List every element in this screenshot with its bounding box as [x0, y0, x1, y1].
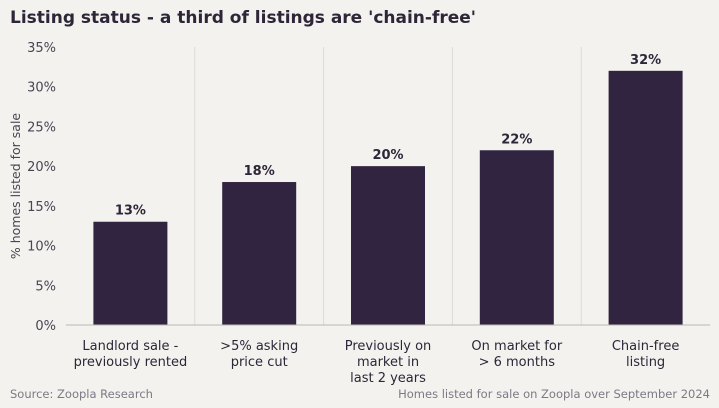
- x-tick-label-line: On market for: [471, 339, 562, 354]
- x-tick-label-line: listing: [626, 355, 665, 370]
- x-tick-label: Chain-free listing: [612, 339, 679, 370]
- bar: [93, 221, 168, 325]
- y-tick-label: 15%: [27, 200, 56, 215]
- data-label: 22%: [501, 132, 532, 147]
- x-tick-label: >5% asking price cut: [220, 339, 298, 370]
- y-tick-label: 25%: [27, 120, 56, 135]
- bar: [222, 182, 297, 325]
- data-label: 32%: [630, 53, 661, 68]
- y-tick-label: 10%: [27, 240, 56, 255]
- bar: [351, 166, 425, 325]
- chart-title: Listing status - a third of listings are…: [10, 8, 477, 28]
- y-tick-label: 30%: [27, 81, 56, 96]
- bar: [479, 150, 554, 325]
- source-note: Source: Zoopla Research: [10, 387, 153, 401]
- y-tick-label: 20%: [27, 160, 56, 175]
- x-tick-label-line: Chain-free: [612, 339, 679, 354]
- data-label: 13%: [115, 204, 146, 219]
- bar: [608, 70, 683, 325]
- x-tick-label: On market for > 6 months: [471, 339, 562, 370]
- x-tick-label-line: >5% asking: [220, 339, 298, 354]
- data-period-note: Homes listed for sale on Zoopla over Sep…: [398, 387, 710, 401]
- x-tick-label: Previously on market in last 2 years: [345, 339, 432, 386]
- y-tick-label: 5%: [35, 279, 56, 294]
- x-tick-label-line: Landlord sale -: [82, 339, 178, 354]
- x-tick-label-line: > 6 months: [479, 355, 556, 370]
- x-tick-label-line: last 2 years: [350, 371, 426, 386]
- data-label: 18%: [244, 164, 275, 179]
- y-axis-label: % homes listed for sale: [8, 113, 23, 260]
- x-tick-label-line: price cut: [231, 355, 288, 370]
- x-tick-label-line: previously rented: [74, 355, 188, 370]
- x-tick-label-line: market in: [357, 355, 419, 370]
- y-tick-label: 0%: [35, 319, 56, 334]
- x-tick-label-line: Previously on: [345, 339, 432, 354]
- y-tick-label: 35%: [27, 41, 56, 56]
- data-label: 20%: [372, 148, 403, 163]
- x-tick-label: Landlord sale -previously rented: [74, 339, 188, 370]
